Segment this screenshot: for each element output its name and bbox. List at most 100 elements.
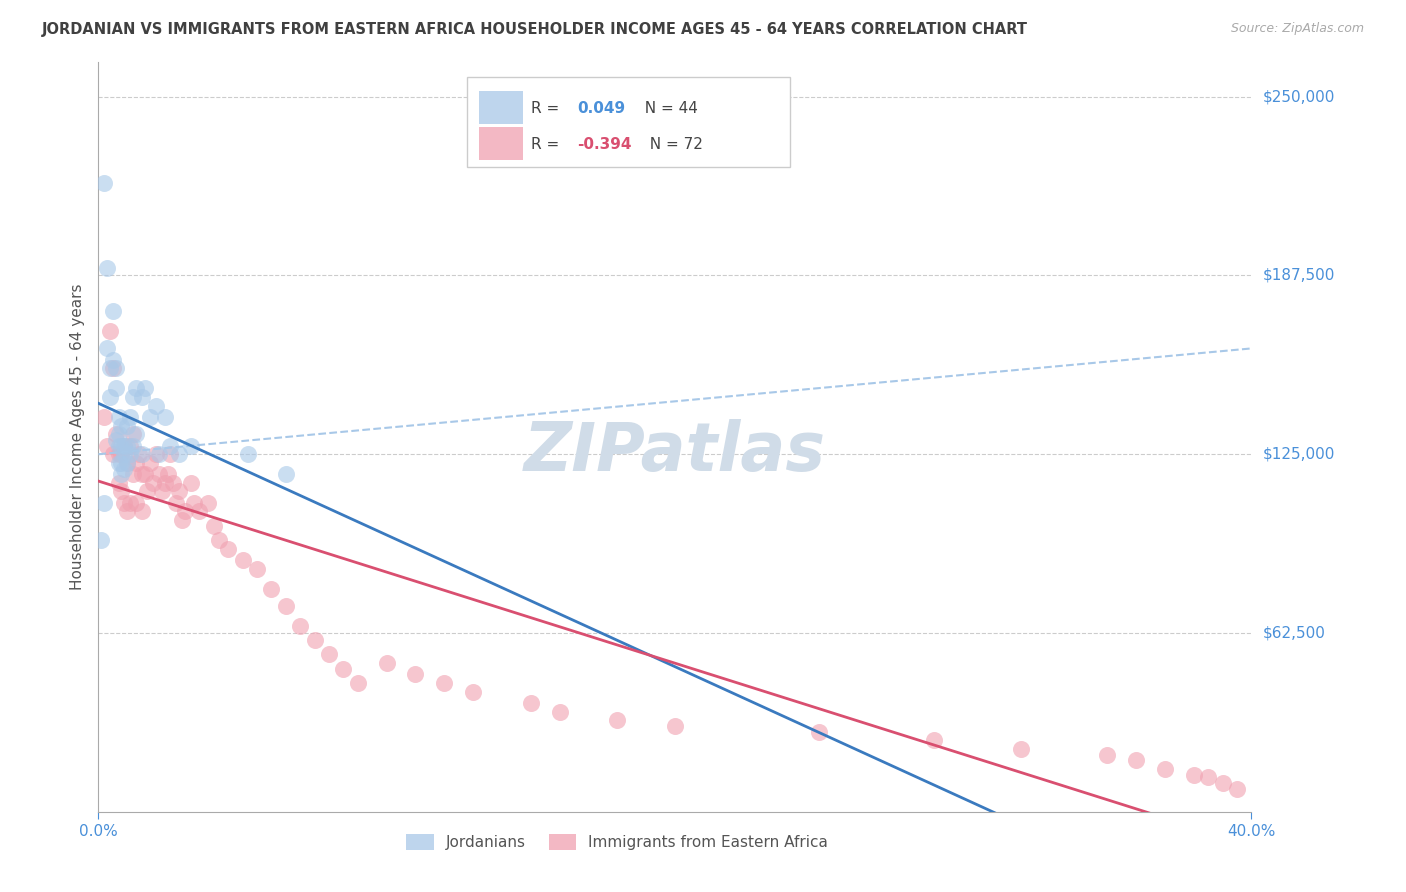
Point [107, 427, 129, 442]
Point [238, 447, 260, 461]
Point [112, 496, 135, 510]
Point [96, 261, 118, 276]
Point [112, 447, 135, 461]
Point [117, 456, 138, 470]
Point [162, 475, 184, 490]
Point [274, 599, 297, 613]
Point [167, 447, 190, 461]
Bar [467, 78, 790, 168]
Point [104, 381, 127, 395]
Point [110, 456, 132, 470]
Point [167, 484, 190, 499]
Point [922, 733, 945, 747]
Point [122, 427, 145, 442]
Point [120, 496, 142, 510]
Point [153, 410, 176, 425]
Point [548, 705, 571, 719]
Point [110, 439, 132, 453]
Point [98, 390, 121, 404]
Point [98, 361, 121, 376]
Text: R =: R = [530, 102, 564, 116]
Point [139, 410, 162, 425]
Point [96, 342, 118, 356]
Point [107, 410, 129, 425]
Point [304, 633, 326, 648]
Point [1097, 747, 1119, 762]
Bar [479, 91, 523, 124]
Point [117, 456, 138, 470]
Point [131, 504, 153, 518]
Point [107, 439, 129, 453]
Point [101, 304, 124, 318]
Point [125, 427, 148, 442]
Text: 0.049: 0.049 [576, 102, 626, 116]
Text: N = 72: N = 72 [640, 137, 703, 153]
Point [136, 484, 159, 499]
Point [101, 361, 124, 376]
Point [117, 418, 138, 433]
Point [134, 467, 156, 482]
Point [180, 475, 202, 490]
Point [156, 467, 179, 482]
Point [145, 399, 167, 413]
Point [1197, 771, 1219, 785]
Point [145, 447, 167, 461]
Point [90, 533, 112, 547]
Bar [479, 127, 523, 160]
Point [122, 390, 145, 404]
Point [112, 439, 135, 453]
Point [606, 713, 628, 727]
Point [150, 484, 173, 499]
Text: ZIPatlas: ZIPatlas [524, 419, 825, 485]
Text: R =: R = [530, 137, 564, 153]
Point [125, 496, 148, 510]
Point [117, 504, 138, 518]
Point [125, 456, 148, 470]
Point [148, 447, 170, 461]
Point [180, 439, 202, 453]
Point [246, 561, 269, 575]
Point [318, 648, 340, 662]
Point [290, 619, 312, 633]
Point [120, 439, 142, 453]
Point [107, 475, 129, 490]
Point [93, 176, 115, 190]
Point [1010, 741, 1032, 756]
Point [139, 456, 162, 470]
Point [375, 656, 398, 670]
Point [112, 439, 135, 453]
Point [131, 467, 153, 482]
Point [93, 410, 115, 425]
Point [807, 724, 830, 739]
Point [188, 504, 211, 518]
Point [346, 676, 368, 690]
Point [117, 439, 138, 453]
Point [148, 467, 170, 482]
Point [165, 496, 187, 510]
Point [405, 667, 427, 681]
Point [142, 475, 165, 490]
Point [101, 447, 124, 461]
Point [208, 533, 231, 547]
Text: -0.394: -0.394 [576, 137, 631, 153]
Point [93, 496, 115, 510]
Text: $250,000: $250,000 [1263, 89, 1334, 104]
Point [134, 381, 156, 395]
Text: $125,000: $125,000 [1263, 447, 1334, 462]
Point [174, 504, 197, 518]
Point [110, 418, 132, 433]
Point [1125, 753, 1147, 767]
Point [98, 324, 121, 338]
Point [122, 439, 145, 453]
Point [260, 582, 283, 596]
Point [433, 676, 456, 690]
Legend: Jordanians, Immigrants from Eastern Africa: Jordanians, Immigrants from Eastern Afri… [399, 829, 835, 856]
Point [112, 461, 135, 475]
Point [197, 496, 219, 510]
Point [125, 381, 148, 395]
Y-axis label: Householder Income Ages 45 - 64 years: Householder Income Ages 45 - 64 years [69, 284, 84, 591]
Point [110, 447, 132, 461]
Point [110, 467, 132, 482]
Point [104, 427, 127, 442]
Text: JORDANIAN VS IMMIGRANTS FROM EASTERN AFRICA HOUSEHOLDER INCOME AGES 45 - 64 YEAR: JORDANIAN VS IMMIGRANTS FROM EASTERN AFR… [42, 22, 1028, 37]
